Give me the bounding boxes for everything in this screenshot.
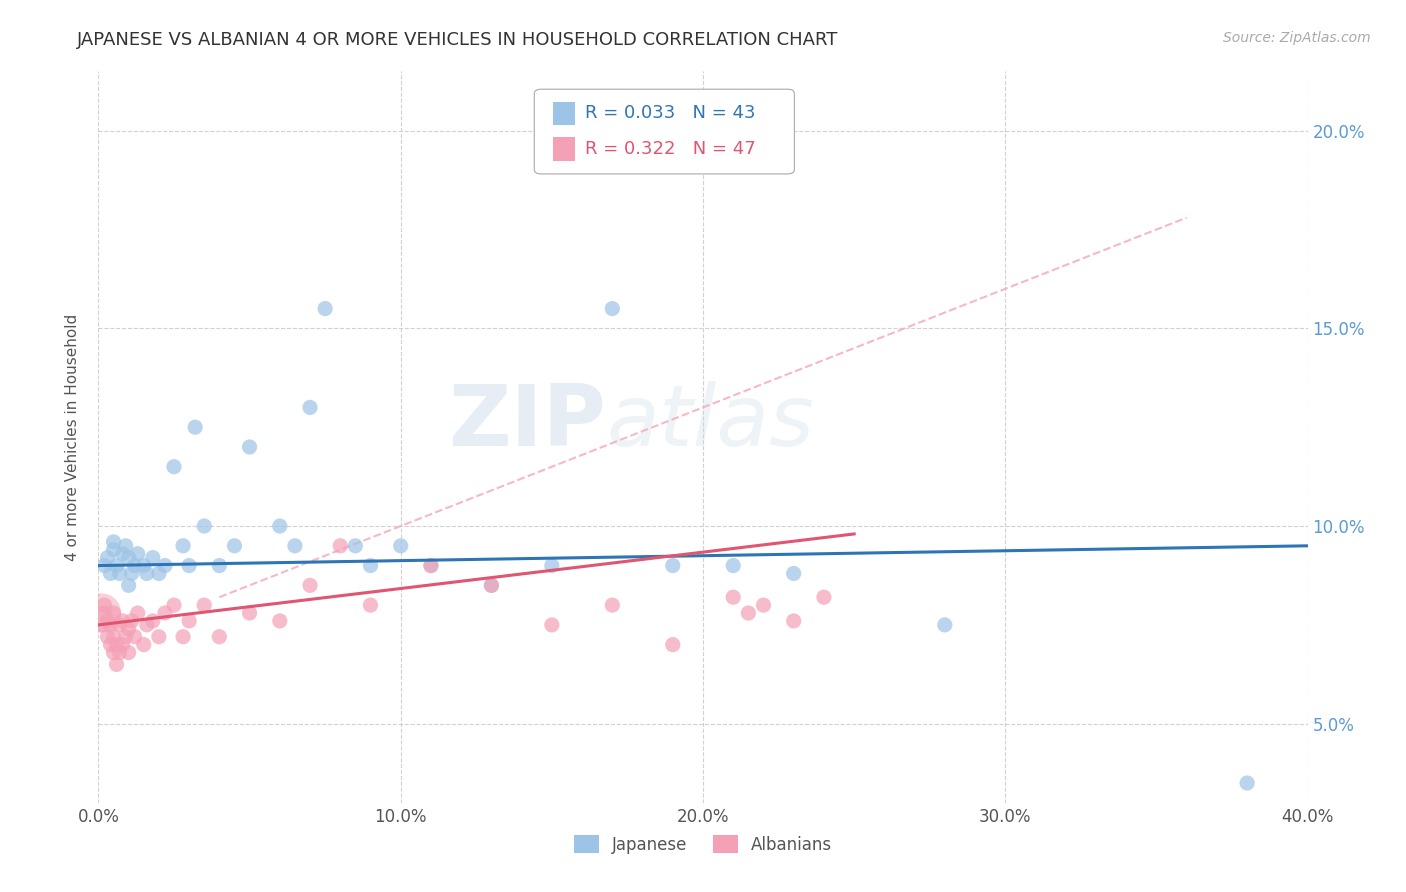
Point — [481, 578, 503, 592]
Legend: Japanese, Albanians: Japanese, Albanians — [567, 829, 839, 860]
Point — [111, 614, 134, 628]
Point — [135, 566, 157, 581]
Point — [934, 618, 956, 632]
Point — [172, 539, 194, 553]
Point — [239, 606, 262, 620]
Point — [813, 591, 835, 605]
Point — [135, 618, 157, 632]
Point — [132, 638, 155, 652]
Point — [103, 542, 125, 557]
Point — [108, 646, 131, 660]
Point — [661, 638, 683, 652]
Text: R = 0.033   N = 43: R = 0.033 N = 43 — [585, 104, 755, 122]
Point — [111, 547, 134, 561]
Point — [360, 558, 382, 573]
Point — [103, 606, 125, 620]
Text: JAPANESE VS ALBANIAN 4 OR MORE VEHICLES IN HOUSEHOLD CORRELATION CHART: JAPANESE VS ALBANIAN 4 OR MORE VEHICLES … — [77, 31, 839, 49]
Y-axis label: 4 or more Vehicles in Household: 4 or more Vehicles in Household — [65, 313, 80, 561]
Point — [118, 646, 141, 660]
Point — [103, 534, 125, 549]
Point — [142, 614, 165, 628]
Point — [105, 558, 128, 573]
Point — [420, 558, 443, 573]
Point — [269, 614, 291, 628]
Point — [108, 618, 131, 632]
Point — [737, 606, 759, 620]
Point — [100, 638, 122, 652]
Point — [269, 519, 291, 533]
Point — [111, 638, 134, 652]
Point — [602, 598, 624, 612]
Point — [153, 606, 176, 620]
Point — [103, 630, 125, 644]
Point — [153, 558, 176, 573]
Point — [602, 301, 624, 316]
Point — [540, 558, 562, 573]
Point — [90, 618, 112, 632]
Point — [127, 606, 149, 620]
Point — [1236, 776, 1258, 790]
Point — [723, 591, 745, 605]
Text: atlas: atlas — [606, 381, 814, 464]
Point — [540, 618, 562, 632]
Point — [96, 630, 118, 644]
Point — [299, 401, 322, 415]
Point — [163, 598, 186, 612]
Point — [108, 566, 131, 581]
Point — [179, 614, 201, 628]
Text: ZIP: ZIP — [449, 381, 606, 464]
Point — [783, 566, 806, 581]
Point — [124, 558, 146, 573]
Point — [132, 558, 155, 573]
Point — [329, 539, 352, 553]
Point — [105, 657, 128, 672]
Point — [184, 420, 207, 434]
Point — [420, 558, 443, 573]
Point — [118, 578, 141, 592]
Point — [172, 630, 194, 644]
Point — [114, 630, 136, 644]
Point — [103, 646, 125, 660]
Point — [193, 598, 215, 612]
Point — [96, 550, 118, 565]
Point — [148, 630, 170, 644]
Point — [284, 539, 307, 553]
Point — [93, 558, 115, 573]
Point — [96, 614, 118, 628]
Point — [93, 606, 115, 620]
Point — [723, 558, 745, 573]
Point — [100, 566, 122, 581]
Point — [118, 550, 141, 565]
Point — [389, 539, 412, 553]
Point — [148, 566, 170, 581]
Text: Source: ZipAtlas.com: Source: ZipAtlas.com — [1223, 31, 1371, 45]
Point — [124, 630, 146, 644]
Point — [208, 558, 231, 573]
Point — [661, 558, 683, 573]
Point — [118, 622, 141, 636]
Point — [105, 638, 128, 652]
Point — [127, 547, 149, 561]
Point — [142, 550, 165, 565]
Point — [752, 598, 775, 612]
Point — [360, 598, 382, 612]
Point — [121, 566, 143, 581]
Point — [121, 614, 143, 628]
Point — [179, 558, 201, 573]
Point — [163, 459, 186, 474]
Point — [100, 618, 122, 632]
Point — [90, 606, 112, 620]
Point — [224, 539, 246, 553]
Point — [239, 440, 262, 454]
Point — [481, 578, 503, 592]
Point — [93, 598, 115, 612]
Point — [208, 630, 231, 644]
Point — [193, 519, 215, 533]
Point — [299, 578, 322, 592]
Point — [783, 614, 806, 628]
Point — [314, 301, 336, 316]
Point — [114, 539, 136, 553]
Point — [344, 539, 367, 553]
Text: R = 0.322   N = 47: R = 0.322 N = 47 — [585, 140, 755, 158]
